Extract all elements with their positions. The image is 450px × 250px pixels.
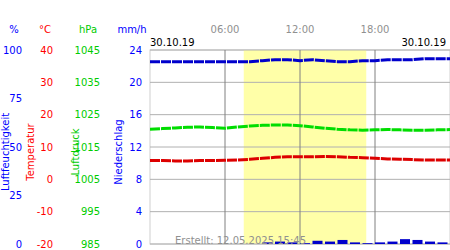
axis-title: Luftdruck [70, 128, 81, 175]
axis-title: Niederschlag [113, 119, 124, 184]
footer: Erstellt: 12.05.2025 15:45 [175, 235, 306, 246]
grid-line [375, 50, 376, 244]
precip-bar [350, 242, 360, 244]
y-tick-label: 20 [129, 77, 142, 88]
y-tick-label: 985 [81, 239, 100, 250]
y-tick-label: 16 [129, 109, 142, 120]
chart: 06:00 12:00 18:00 30.10.19 30.10.19% 0 25 50 75 1… [0, 0, 450, 250]
date-end: 30.10.19 [401, 37, 446, 48]
axis-unit: hPa [79, 24, 97, 35]
y-tick-label: 995 [81, 206, 100, 217]
axis-title: Luftfeuchtigkeit [0, 113, 11, 191]
y-tick-label: 75 [9, 93, 22, 104]
y-tick-label: 20 [40, 109, 53, 120]
precip-bar [313, 241, 323, 244]
axis-title: Temperatur [25, 122, 36, 181]
y-tick-label: 30 [40, 77, 53, 88]
series-group [150, 59, 450, 244]
series-line [150, 59, 450, 62]
y-tick-label: 1045 [75, 45, 100, 56]
y-tick-label: 10 [40, 142, 53, 153]
axis-unit: % [9, 24, 19, 35]
y-tick-label: 8 [136, 174, 142, 185]
grid-line [300, 50, 301, 244]
precip-bar [375, 242, 385, 244]
precip-bar [388, 242, 398, 244]
y-tick-label: 0 [16, 239, 22, 250]
y-tick-label: 4 [136, 206, 142, 217]
series-line [150, 156, 450, 161]
plot-area [150, 50, 450, 244]
precip-bar [338, 240, 348, 244]
y-tick-label: 50 [9, 142, 22, 153]
y-tick-label: -10 [37, 206, 53, 217]
precip-bar [438, 242, 448, 244]
precip-bar [163, 244, 173, 245]
y-tick-label: 12 [129, 142, 142, 153]
y-tick-label: 24 [129, 45, 142, 56]
precip-bar [400, 239, 410, 244]
x-tick-label: 12:00 [286, 24, 315, 35]
precip-bar [363, 243, 373, 244]
y-tick-label: 0 [136, 239, 142, 250]
y-tick-label: 25 [9, 190, 22, 201]
y-tick-label: 40 [40, 45, 53, 56]
y-tick-label: -20 [37, 239, 53, 250]
grid-line [225, 50, 226, 244]
precip-bar [150, 244, 160, 245]
axis-unit: mm/h [117, 24, 146, 35]
precip-bar [413, 240, 423, 244]
series-line [150, 125, 450, 130]
precip-bar [325, 242, 335, 244]
x-tick-label: 18:00 [361, 24, 390, 35]
x-tick-label: 06:00 [211, 24, 240, 35]
y-tick-label: 1035 [75, 77, 100, 88]
y-tick-label: 100 [3, 45, 22, 56]
y-tick-label: 1025 [75, 109, 100, 120]
axis-unit: °C [39, 24, 51, 35]
precip-bar [425, 242, 435, 244]
y-tick-label: 0 [47, 174, 53, 185]
date-start: 30.10.19 [150, 37, 195, 48]
